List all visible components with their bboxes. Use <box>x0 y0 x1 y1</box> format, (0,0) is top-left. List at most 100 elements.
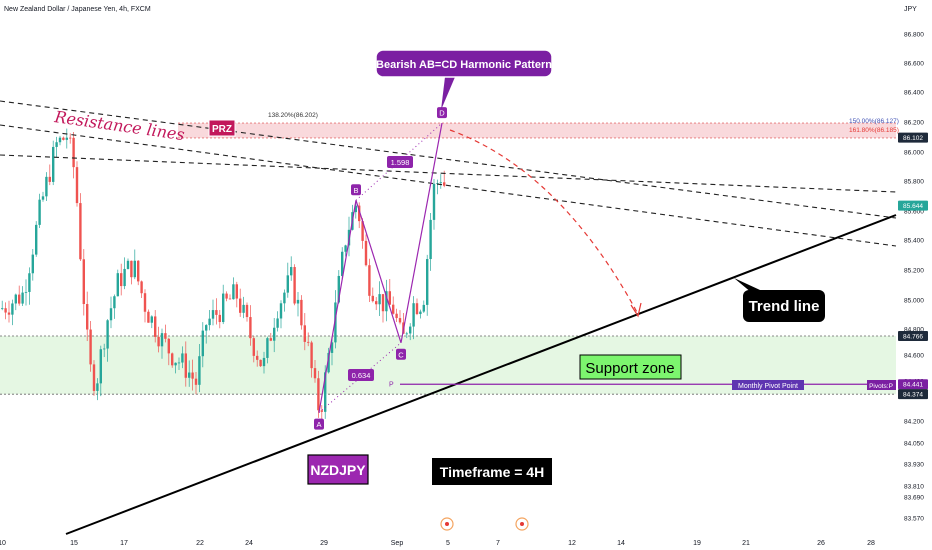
event-marker-2[interactable] <box>515 517 529 531</box>
candle <box>21 286 24 306</box>
candle <box>198 343 201 393</box>
resistance-line-2 <box>0 124 897 247</box>
candle <box>388 279 391 305</box>
candle <box>381 294 385 323</box>
svg-text:Support zone: Support zone <box>585 360 674 377</box>
candle <box>259 359 262 367</box>
price-badge: 84.441 <box>898 379 928 390</box>
prz-badge: PRZ <box>208 119 236 137</box>
pattern-point-c: C <box>396 348 406 360</box>
candle <box>103 343 106 358</box>
pivot-marker: P <box>389 382 394 389</box>
svg-text:Pivots:P: Pivots:P <box>869 383 893 390</box>
candle <box>45 172 48 202</box>
candle <box>293 264 296 306</box>
svg-text:D: D <box>439 109 445 118</box>
candle <box>395 308 398 323</box>
candle <box>225 291 228 302</box>
candle <box>215 298 218 325</box>
candle <box>228 294 232 300</box>
candle <box>358 202 361 229</box>
candle <box>344 244 347 257</box>
chart-header-title: New Zealand Dollar / Japanese Yen, 4h, F… <box>4 6 151 13</box>
price-tick-label: 83.930 <box>904 462 924 469</box>
pattern-abcd-line <box>318 122 443 413</box>
price-tick-label: 86.600 <box>904 61 924 68</box>
trend-line-callout: Trend line <box>734 278 825 322</box>
price-badge: 84.766 <box>898 330 928 341</box>
time-tick-label: 7 <box>496 540 500 547</box>
candle <box>385 279 388 322</box>
svg-text:Trend line: Trend line <box>749 298 820 315</box>
candle <box>249 305 252 346</box>
candle <box>205 324 208 344</box>
candle <box>283 289 286 312</box>
candle <box>232 277 235 300</box>
candle <box>439 174 442 189</box>
candle <box>143 289 147 323</box>
price-badge: 86.102 <box>898 132 928 143</box>
candle <box>211 299 215 326</box>
price-tick-label: 85.000 <box>904 298 924 305</box>
candle <box>378 281 381 316</box>
pattern-point-d: D <box>437 107 447 119</box>
price-tick-label: 86.000 <box>904 150 924 157</box>
candle <box>354 203 357 219</box>
event-marker-1[interactable] <box>440 517 454 531</box>
resistance-line-1 <box>0 100 897 219</box>
candle <box>69 133 72 144</box>
candle <box>405 331 408 339</box>
candle <box>140 280 143 298</box>
candle <box>276 311 279 332</box>
candle <box>79 193 82 262</box>
svg-text:84.374: 84.374 <box>903 392 923 399</box>
candle <box>137 260 140 286</box>
candle <box>28 267 31 305</box>
candle <box>150 315 153 329</box>
projection-arrow <box>449 129 639 315</box>
projection-arrowhead <box>630 302 642 318</box>
trend-line <box>65 214 897 535</box>
candle <box>330 337 334 366</box>
candle <box>368 258 371 302</box>
symbol-box: NZDJPY <box>307 454 369 485</box>
ratio-badge-ac: 0.634 <box>348 369 374 381</box>
candle <box>245 302 249 322</box>
candle <box>415 298 419 316</box>
candle <box>188 360 191 387</box>
price-tick-label: 85.200 <box>904 268 924 275</box>
candle <box>419 309 422 319</box>
candle <box>160 328 164 359</box>
candle <box>24 279 28 306</box>
candle <box>31 249 34 281</box>
price-axis[interactable]: 86.800 86.600 86.400 86.200 86.000 85.800 85.6… <box>904 32 924 523</box>
candle <box>130 260 133 285</box>
price-tick-label: 84.800 <box>904 327 924 334</box>
candle <box>426 254 429 316</box>
pattern-title-callout: Bearish AB=CD Harmonic Pattern <box>375 49 553 110</box>
candle <box>409 323 412 341</box>
time-tick-label: 21 <box>742 540 750 547</box>
price-tick-label: 83.570 <box>904 516 924 523</box>
price-tick-label: 83.810 <box>904 484 924 491</box>
svg-text:Bearish AB=CD Harmonic Pattern: Bearish AB=CD Harmonic Pattern <box>376 59 552 71</box>
candle <box>72 131 75 179</box>
candle <box>11 299 14 326</box>
candle <box>89 320 92 372</box>
candle <box>86 291 89 342</box>
price-tick-label: 86.200 <box>904 120 924 127</box>
candle <box>7 300 11 323</box>
svg-text:Timeframe = 4H: Timeframe = 4H <box>440 464 544 480</box>
candle <box>208 309 211 331</box>
svg-text:1.598: 1.598 <box>391 158 410 167</box>
candle <box>436 179 439 195</box>
time-axis[interactable]: 10 15 17 22 24 29 Sep 5 7 12 14 19 21 26 28 <box>0 540 875 547</box>
price-badge: 84.374 <box>898 389 928 400</box>
svg-text:86.102: 86.102 <box>903 135 923 142</box>
candle <box>191 359 194 391</box>
svg-text:PRZ: PRZ <box>212 124 232 135</box>
candle <box>307 332 310 347</box>
candle <box>171 352 174 368</box>
candle <box>96 378 99 401</box>
